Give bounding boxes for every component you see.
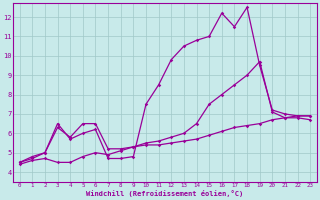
X-axis label: Windchill (Refroidissement éolien,°C): Windchill (Refroidissement éolien,°C): [86, 190, 244, 197]
